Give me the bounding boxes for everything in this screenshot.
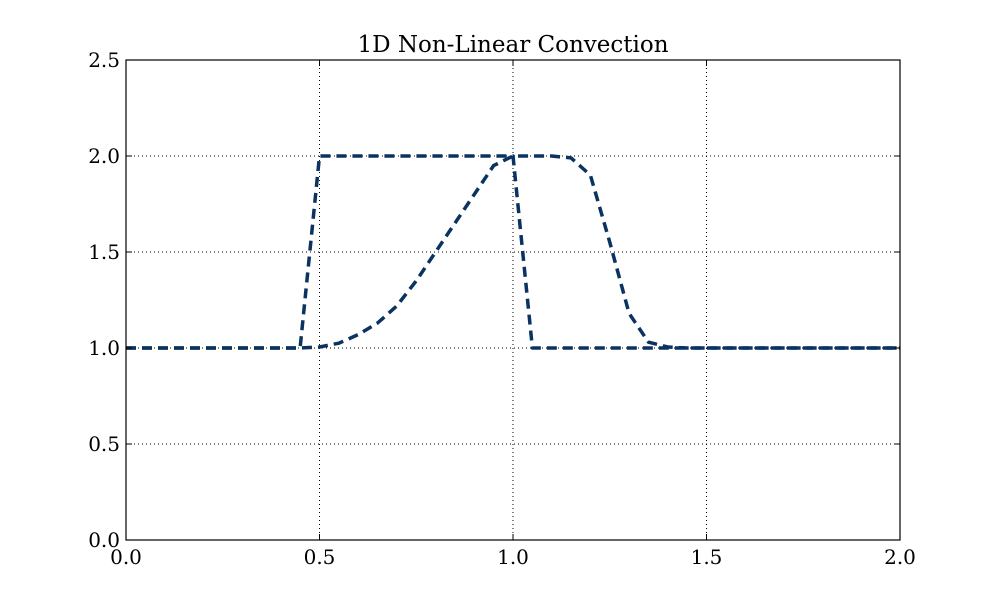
series-layer	[126, 154, 900, 350]
y-tick-label: 2.0	[88, 144, 120, 168]
ticks: 0.0 0.5 1.0 1.5 2.0 0.0 0.5 1.0 1.5 2.0 2.5	[88, 48, 916, 569]
x-tick-label: 2.0	[884, 545, 916, 569]
grid	[125, 59, 901, 541]
y-tick-label: 0.5	[88, 432, 120, 456]
x-tick-label: 1.5	[691, 545, 723, 569]
x-tick-label: 0.0	[110, 545, 142, 569]
chart-title: 1D Non-Linear Convection	[357, 32, 668, 58]
series-line-1	[126, 154, 900, 350]
y-tick-label: 0.0	[88, 528, 120, 552]
x-tick-label: 1.0	[497, 545, 529, 569]
y-tick-label: 2.5	[88, 48, 120, 72]
y-tick-label: 1.5	[88, 240, 120, 264]
series-line-2	[126, 154, 900, 350]
x-tick-label: 0.5	[304, 545, 336, 569]
y-tick-label: 1.0	[88, 336, 120, 360]
